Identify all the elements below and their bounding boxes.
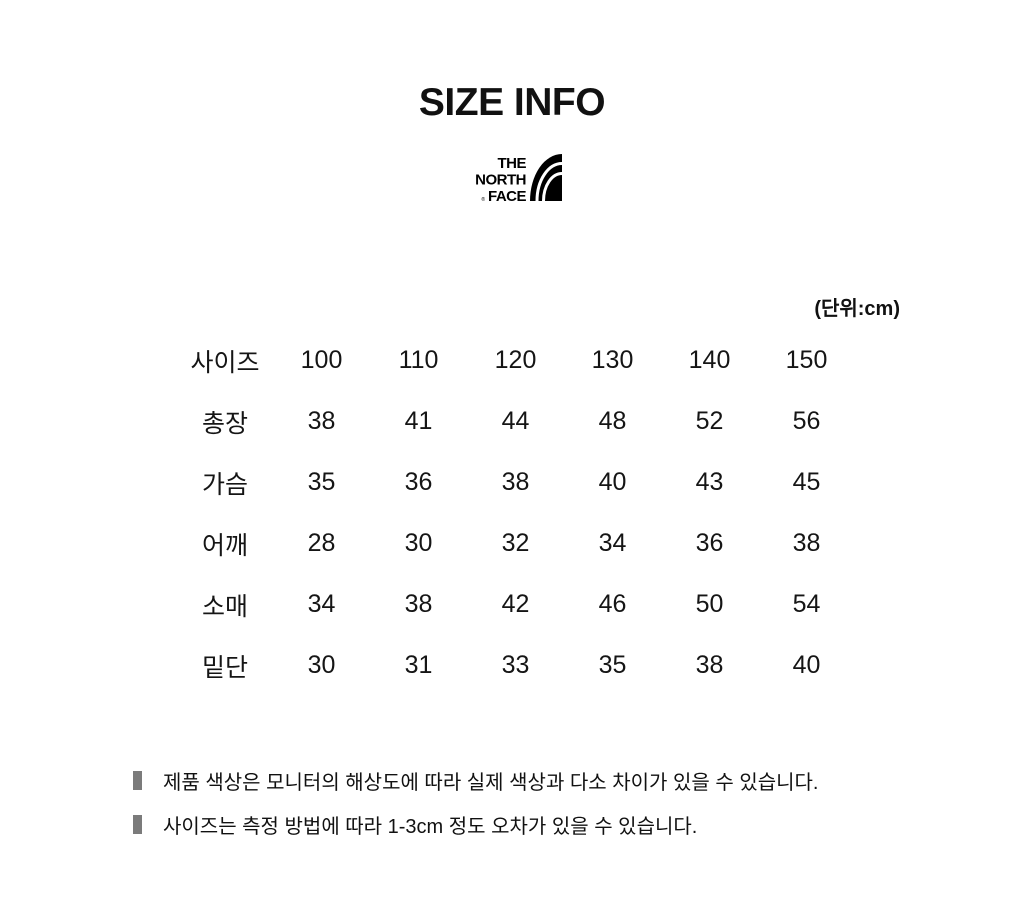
size-value-cell: 45 bbox=[792, 468, 821, 496]
logo-line-face: FACE bbox=[488, 188, 527, 203]
logo-line-north: NORTH bbox=[475, 172, 526, 189]
table-row-hem: 밑단 30 31 33 35 38 40 bbox=[177, 635, 855, 696]
size-value-cell: 38 bbox=[792, 529, 821, 557]
size-column-header: 150 bbox=[785, 346, 828, 374]
measure-row-label: 어깨 bbox=[201, 531, 248, 560]
size-value-cell: 30 bbox=[404, 529, 433, 557]
size-column-header: 100 bbox=[300, 346, 343, 374]
size-value-cell: 35 bbox=[307, 468, 336, 496]
note-text: 사이즈는 측정 방법에 따라 1-3cm 정도 오차가 있을 수 있습니다. bbox=[163, 815, 698, 838]
table-row-shoulder: 어깨 28 30 32 34 36 38 bbox=[177, 513, 855, 574]
size-value-cell: 52 bbox=[695, 407, 724, 435]
unit-label: (단위:cm) bbox=[814, 298, 900, 320]
size-value-cell: 40 bbox=[598, 468, 627, 496]
size-column-header: 110 bbox=[398, 346, 439, 374]
table-row-sleeve: 소매 34 38 42 46 50 54 bbox=[177, 574, 855, 635]
size-value-cell: 38 bbox=[404, 590, 433, 618]
measure-row-label: 가슴 bbox=[201, 470, 248, 499]
size-column-header: 140 bbox=[688, 346, 731, 374]
note-line: 제품 색상은 모니터의 해상도에 따라 실제 색상과 다소 차이가 있을 수 있… bbox=[133, 768, 953, 794]
measure-row-label: 밑단 bbox=[201, 653, 248, 682]
measure-row-label: 소매 bbox=[201, 592, 248, 621]
size-value-cell: 44 bbox=[501, 407, 530, 435]
half-dome-icon bbox=[530, 154, 562, 202]
size-value-cell: 40 bbox=[792, 651, 821, 679]
note-line: 사이즈는 측정 방법에 따라 1-3cm 정도 오차가 있을 수 있습니다. bbox=[133, 812, 953, 838]
table-row-chest: 가슴 35 36 38 40 43 45 bbox=[177, 452, 855, 513]
table-row-total-length: 총장 38 41 44 48 52 56 bbox=[177, 391, 855, 452]
size-column-header: 120 bbox=[494, 346, 537, 374]
the-north-face-logo: THE NORTH FACE ® bbox=[462, 153, 562, 203]
size-value-cell: 54 bbox=[792, 590, 821, 618]
size-value-cell: 31 bbox=[404, 651, 433, 679]
size-value-cell: 35 bbox=[598, 651, 627, 679]
size-value-cell: 34 bbox=[598, 529, 627, 557]
size-value-cell: 30 bbox=[307, 651, 336, 679]
size-value-cell: 50 bbox=[695, 590, 724, 618]
size-value-cell: 46 bbox=[598, 590, 627, 618]
size-column-header: 사이즈 bbox=[190, 348, 260, 377]
note-bullet-icon bbox=[133, 814, 142, 834]
size-value-cell: 41 bbox=[404, 407, 433, 435]
size-table-header-row: 사이즈 100 110 120 130 140 150 bbox=[177, 330, 855, 391]
note-bullet-icon bbox=[133, 770, 142, 790]
disclaimer-notes: 제품 색상은 모니터의 해상도에 따라 실제 색상과 다소 차이가 있을 수 있… bbox=[133, 768, 953, 856]
size-value-cell: 33 bbox=[501, 651, 530, 679]
note-text: 제품 색상은 모니터의 해상도에 따라 실제 색상과 다소 차이가 있을 수 있… bbox=[163, 771, 819, 794]
size-value-cell: 36 bbox=[695, 529, 724, 557]
size-value-cell: 36 bbox=[404, 468, 433, 496]
registered-trademark-symbol: ® bbox=[481, 196, 485, 203]
size-value-cell: 38 bbox=[307, 407, 336, 435]
the-north-face-logo-svg: THE NORTH FACE ® bbox=[475, 154, 562, 203]
size-value-cell: 42 bbox=[501, 590, 530, 618]
size-value-cell: 48 bbox=[598, 407, 627, 435]
page-title: SIZE INFO bbox=[418, 81, 606, 124]
logo-line-the: THE bbox=[498, 155, 527, 172]
size-value-cell: 56 bbox=[792, 407, 821, 435]
measure-row-label: 총장 bbox=[201, 409, 248, 438]
size-value-cell: 32 bbox=[501, 529, 530, 557]
size-value-cell: 28 bbox=[307, 529, 336, 557]
size-value-cell: 43 bbox=[695, 468, 724, 496]
size-table: 사이즈 100 110 120 130 140 150 총장 38 41 44 … bbox=[177, 330, 855, 696]
size-column-header: 130 bbox=[591, 346, 634, 374]
size-value-cell: 38 bbox=[695, 651, 724, 679]
size-value-cell: 34 bbox=[307, 590, 336, 618]
size-value-cell: 38 bbox=[501, 468, 530, 496]
